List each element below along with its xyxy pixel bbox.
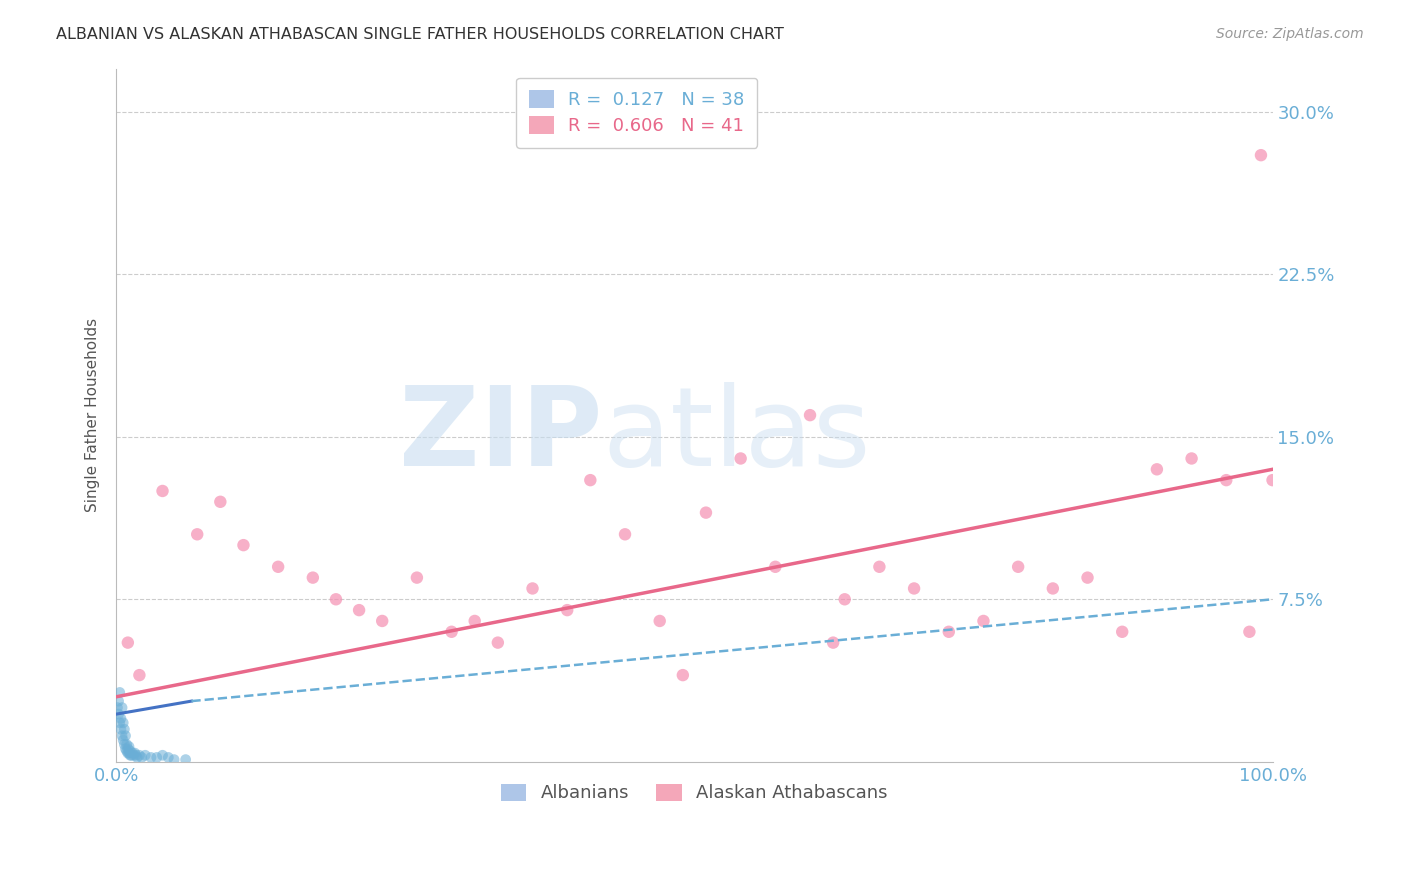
Point	[139, 750, 162, 764]
Y-axis label: Single Father Households: Single Father Households	[86, 318, 100, 512]
Point	[125, 750, 148, 764]
Point	[122, 748, 145, 763]
Point	[938, 624, 960, 639]
Point	[186, 527, 208, 541]
Point	[799, 408, 821, 422]
Point	[107, 707, 129, 722]
Point	[117, 741, 139, 756]
Point	[128, 668, 150, 682]
Point	[1076, 571, 1098, 585]
Point	[763, 559, 786, 574]
Point	[730, 451, 752, 466]
Point	[108, 685, 131, 699]
Point	[302, 571, 325, 585]
Point	[1042, 582, 1064, 596]
Point	[325, 592, 347, 607]
Point	[1250, 148, 1272, 162]
Point	[124, 746, 146, 760]
Point	[579, 473, 602, 487]
Point	[1007, 559, 1029, 574]
Point	[267, 559, 290, 574]
Point	[209, 495, 232, 509]
Point	[163, 753, 186, 767]
Point	[117, 746, 139, 760]
Text: atlas: atlas	[602, 383, 870, 490]
Point	[134, 748, 156, 763]
Point	[695, 506, 717, 520]
Point	[903, 582, 925, 596]
Text: ZIP: ZIP	[398, 383, 602, 490]
Point	[1239, 624, 1261, 639]
Point	[152, 748, 174, 763]
Point	[1111, 624, 1133, 639]
Point	[440, 624, 463, 639]
Point	[834, 592, 856, 607]
Point	[111, 700, 134, 714]
Point	[232, 538, 254, 552]
Point	[128, 748, 150, 763]
Point	[371, 614, 394, 628]
Point	[107, 694, 129, 708]
Point	[115, 738, 138, 752]
Point	[614, 527, 637, 541]
Point	[120, 748, 142, 763]
Point	[120, 748, 142, 763]
Point	[111, 729, 134, 743]
Point	[648, 614, 671, 628]
Point	[112, 733, 135, 747]
Point	[1261, 473, 1284, 487]
Point	[110, 723, 132, 737]
Point	[118, 739, 141, 754]
Point	[406, 571, 429, 585]
Point	[118, 746, 141, 760]
Point	[110, 711, 132, 725]
Point	[347, 603, 370, 617]
Point	[972, 614, 994, 628]
Point	[117, 635, 139, 649]
Point	[1215, 473, 1237, 487]
Point	[131, 750, 153, 764]
Point	[125, 748, 148, 763]
Point	[1181, 451, 1204, 466]
Point	[145, 750, 167, 764]
Point	[120, 744, 142, 758]
Text: Source: ZipAtlas.com: Source: ZipAtlas.com	[1216, 27, 1364, 41]
Point	[107, 700, 129, 714]
Point	[114, 741, 136, 756]
Point	[1146, 462, 1168, 476]
Point	[672, 668, 695, 682]
Point	[522, 582, 544, 596]
Point	[555, 603, 578, 617]
Legend: Albanians, Alaskan Athabascans: Albanians, Alaskan Athabascans	[488, 771, 900, 815]
Point	[112, 723, 135, 737]
Point	[486, 635, 509, 649]
Point	[115, 744, 138, 758]
Point	[112, 715, 135, 730]
Point	[114, 729, 136, 743]
Point	[152, 483, 174, 498]
Point	[108, 715, 131, 730]
Point	[112, 738, 135, 752]
Text: ALBANIAN VS ALASKAN ATHABASCAN SINGLE FATHER HOUSEHOLDS CORRELATION CHART: ALBANIAN VS ALASKAN ATHABASCAN SINGLE FA…	[56, 27, 785, 42]
Point	[823, 635, 845, 649]
Point	[174, 753, 197, 767]
Point	[868, 559, 890, 574]
Point	[464, 614, 486, 628]
Point	[157, 750, 180, 764]
Point	[121, 746, 143, 760]
